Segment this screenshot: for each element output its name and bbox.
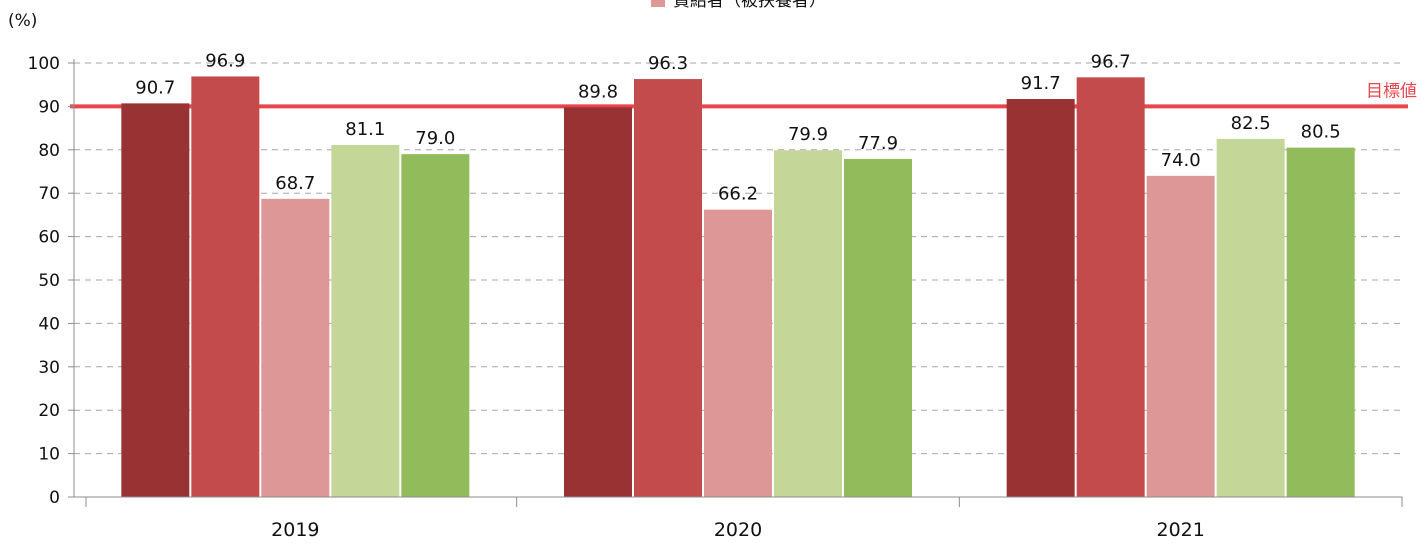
bar xyxy=(704,209,772,497)
bar xyxy=(1216,138,1285,497)
data-label: 81.1 xyxy=(345,119,385,140)
value-labels: 90.7 96.9 68.7 81.1 79.0 89.8 96.3 66.2 79.9 77.9… xyxy=(135,50,1340,204)
target-line-group: 目標値 xyxy=(70,81,1417,109)
y-tick-label: 0 xyxy=(49,488,60,508)
x-tick-label: 2021 xyxy=(1156,519,1204,541)
bar xyxy=(844,158,912,497)
y-tick-label: 100 xyxy=(28,54,60,74)
data-label: 68.7 xyxy=(275,173,315,194)
bar xyxy=(634,79,702,498)
data-label: 82.5 xyxy=(1231,113,1271,134)
legend-label: 賃給者（被扶養者） xyxy=(673,0,826,11)
target-label: 目標値 xyxy=(1366,81,1417,101)
axes: 0 10 20 30 40 50 60 70 80 90 100 2019 2020 2021 xyxy=(28,54,1403,541)
bar xyxy=(1006,99,1075,497)
data-label: 91.7 xyxy=(1021,73,1061,94)
y-tick-label: 60 xyxy=(38,228,60,248)
legend: 賃給者（被扶養者） xyxy=(651,0,826,11)
bar xyxy=(331,145,400,497)
bar xyxy=(1146,175,1215,497)
bar xyxy=(191,76,260,497)
y-tick-label: 20 xyxy=(38,401,60,421)
data-label: 77.9 xyxy=(858,133,898,154)
x-tick-label: 2020 xyxy=(714,519,762,541)
data-label: 79.9 xyxy=(788,124,828,145)
bar xyxy=(1286,147,1355,497)
y-tick-label: 40 xyxy=(38,314,60,334)
y-tick-label: 70 xyxy=(38,184,60,204)
data-label: 66.2 xyxy=(718,184,758,205)
data-label: 96.7 xyxy=(1091,51,1131,72)
y-tick-label: 10 xyxy=(38,445,60,465)
bar xyxy=(401,154,470,497)
data-label: 96.9 xyxy=(205,50,245,71)
bar xyxy=(121,103,190,497)
legend-swatch xyxy=(651,0,665,7)
x-tick-label: 2019 xyxy=(271,519,319,541)
y-tick-label: 50 xyxy=(38,271,60,291)
bar xyxy=(261,198,330,498)
y-axis-unit-label: (%) xyxy=(8,11,37,31)
bar xyxy=(1076,77,1145,498)
bar xyxy=(774,150,842,497)
y-tick-label: 80 xyxy=(38,141,60,161)
data-label: 96.3 xyxy=(648,53,688,74)
bars xyxy=(121,76,1355,498)
y-tick-label: 30 xyxy=(38,358,60,378)
bar xyxy=(564,107,632,497)
data-label: 74.0 xyxy=(1161,150,1201,171)
data-label: 80.5 xyxy=(1301,122,1341,143)
data-label: 89.8 xyxy=(578,81,618,102)
data-label: 79.0 xyxy=(415,128,455,149)
y-tick-label: 90 xyxy=(38,97,60,117)
data-label: 90.7 xyxy=(135,77,175,98)
